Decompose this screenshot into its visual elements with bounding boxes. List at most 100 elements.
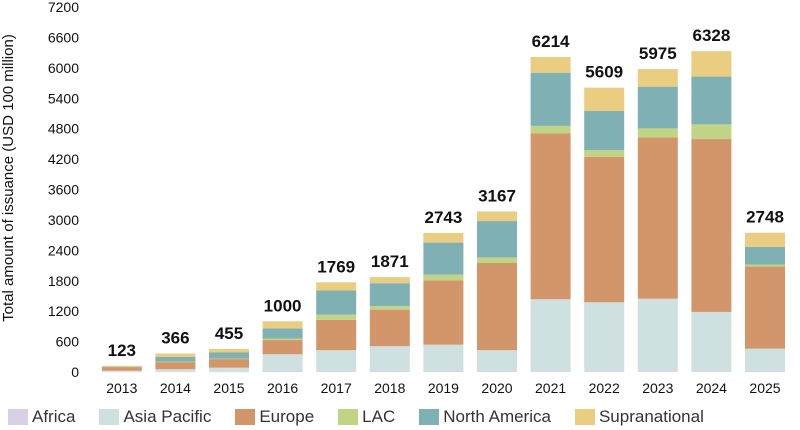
bar-segment-asia-pacific xyxy=(745,348,785,372)
y-tick-label: 5400 xyxy=(48,90,79,106)
bar-total-label: 455 xyxy=(215,324,243,343)
bar-segment-europe xyxy=(745,266,785,349)
bar-segment-africa xyxy=(530,371,571,372)
legend-swatch xyxy=(574,409,595,425)
bar-segment-africa xyxy=(101,371,142,373)
bar-segment-north-america xyxy=(584,110,625,151)
legend-swatch xyxy=(8,409,28,425)
y-tick-label: 4800 xyxy=(48,121,79,137)
bar-segment-europe xyxy=(477,263,517,351)
x-tick-label: 2018 xyxy=(374,380,405,396)
x-tick-label: 2021 xyxy=(535,380,566,396)
bar-segment-lac xyxy=(691,124,732,140)
legend-swatch xyxy=(99,409,120,425)
bar-segment-lac xyxy=(637,128,678,138)
legend-label: Supranational xyxy=(598,407,704,426)
bar-segment-asia-pacific xyxy=(101,370,142,372)
y-tick-label: 4200 xyxy=(48,151,79,167)
bars xyxy=(101,51,785,373)
bar-total-label: 1871 xyxy=(371,252,409,271)
bar-segment-lac xyxy=(262,338,303,341)
x-tick-label: 2023 xyxy=(642,380,673,396)
bar-segment-north-america xyxy=(316,290,357,315)
bar-segment-lac xyxy=(477,257,517,264)
bar-segment-north-america xyxy=(477,221,517,258)
x-tick-label: 2019 xyxy=(428,380,459,396)
bar-segment-africa xyxy=(209,371,249,373)
bar-segment-supranational xyxy=(745,232,785,247)
bar-segment-europe xyxy=(101,367,142,371)
x-tick-label: 2020 xyxy=(481,380,512,396)
legend-label: Europe xyxy=(259,407,315,426)
bar-segment-north-america xyxy=(209,352,249,359)
bar-segment-africa xyxy=(155,371,196,373)
x-axis-ticks: 2013 2014 2015 2016 2017 2018 2019 2020 2021 2022… xyxy=(106,380,781,396)
bar-segment-asia-pacific xyxy=(530,299,571,372)
bar-segment-africa xyxy=(423,371,464,372)
legend-swatch xyxy=(235,409,256,425)
bar-segment-supranational xyxy=(209,348,249,353)
y-tick-label: 600 xyxy=(56,334,80,350)
bar-segment-lac xyxy=(530,125,571,134)
bar-segment-lac xyxy=(584,150,625,157)
y-axis-label: Total amount of issuance (USD 100 millio… xyxy=(0,34,17,322)
legend-item: LAC xyxy=(338,407,395,427)
bar-segment-europe xyxy=(316,319,357,351)
bar-segment-lac xyxy=(423,274,464,281)
bar-segment-north-america xyxy=(530,72,571,126)
bar-segment-lac xyxy=(316,314,357,320)
bar-segment-europe xyxy=(155,362,196,370)
bar-segment-africa xyxy=(691,371,732,372)
x-tick-label: 2025 xyxy=(749,380,780,396)
bar-total-label: 2748 xyxy=(746,208,784,227)
bar-segment-europe xyxy=(530,133,571,300)
bar-segment-supranational xyxy=(262,321,303,329)
y-tick-label: 6600 xyxy=(48,29,79,45)
bar-segment-africa xyxy=(369,371,410,372)
legend-item: Asia Pacific xyxy=(99,407,211,427)
bar-segment-europe xyxy=(369,309,410,347)
bar-segment-supranational xyxy=(155,353,196,357)
bar-segment-supranational xyxy=(584,87,625,111)
bar-segment-supranational xyxy=(369,277,410,284)
y-tick-label: 0 xyxy=(71,364,79,380)
bar-segment-north-america xyxy=(745,246,785,265)
bar-segment-supranational xyxy=(637,69,678,87)
x-tick-label: 2024 xyxy=(696,380,727,396)
bar-segment-europe xyxy=(423,280,464,345)
bar-segment-supranational xyxy=(477,211,517,222)
legend-item: Supranational xyxy=(574,407,704,427)
stacked-bar-chart: Total amount of issuance (USD 100 millio… xyxy=(0,0,785,396)
x-tick-label: 2015 xyxy=(213,380,244,396)
bar-total-label: 6214 xyxy=(532,32,570,51)
bar-segment-europe xyxy=(262,340,303,355)
bar-segment-europe xyxy=(584,156,625,303)
bar-segment-africa xyxy=(477,371,517,372)
y-tick-label: 3000 xyxy=(48,212,79,228)
y-tick-label: 6000 xyxy=(48,60,79,76)
bar-total-label: 3167 xyxy=(478,186,516,205)
bar-segment-lac xyxy=(155,361,196,363)
bar-segment-north-america xyxy=(637,86,678,129)
bar-segment-africa xyxy=(637,371,678,372)
x-tick-label: 2014 xyxy=(160,380,191,396)
legend-item: North America xyxy=(419,407,551,427)
bar-segment-north-america xyxy=(691,76,732,125)
bar-segment-asia-pacific xyxy=(155,369,196,372)
bar-segment-asia-pacific xyxy=(316,350,357,372)
legend-label: North America xyxy=(443,407,551,426)
bar-segment-supranational xyxy=(423,232,464,243)
bar-total-label: 123 xyxy=(108,341,136,360)
bar-segment-asia-pacific xyxy=(691,311,732,372)
bar-segment-africa xyxy=(262,371,303,372)
y-tick-label: 1200 xyxy=(48,303,79,319)
bar-total-label: 5609 xyxy=(585,63,623,82)
legend: Africa Asia Pacific Europe LAC North America… xyxy=(0,404,800,430)
bar-segment-africa xyxy=(316,371,357,372)
bar-segment-asia-pacific xyxy=(423,344,464,372)
bar-segment-north-america xyxy=(101,366,142,368)
x-tick-label: 2022 xyxy=(589,380,620,396)
y-axis-label-group: Total amount of issuance (USD 100 millio… xyxy=(0,34,17,322)
y-tick-label: 1800 xyxy=(48,273,79,289)
bar-total-label: 1000 xyxy=(264,296,302,315)
